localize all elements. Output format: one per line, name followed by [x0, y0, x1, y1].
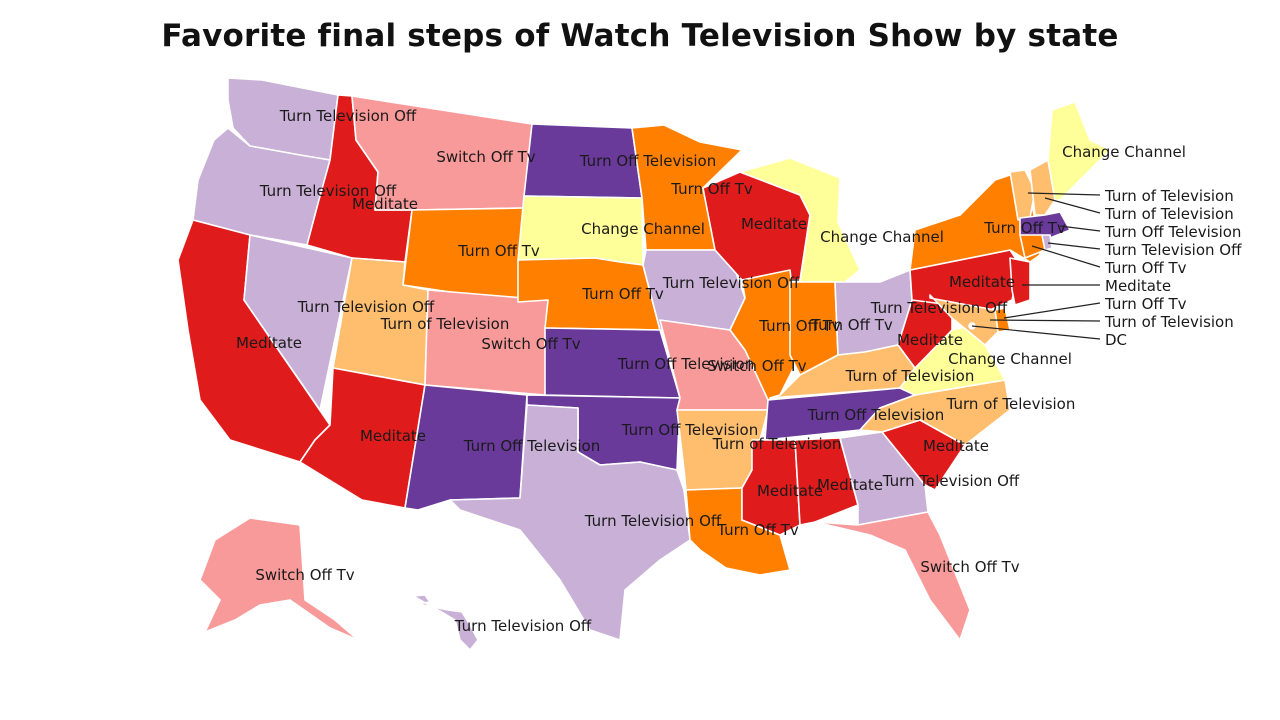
labels-layer: Turn Television Off Turn Television Off …	[236, 107, 1242, 635]
state-label-TN: Turn Off Television	[807, 406, 944, 424]
state-label-GA: Turn Television Off	[882, 472, 1020, 490]
state-label-NY: Turn Off Tv	[983, 219, 1066, 237]
state-label-RI: Turn Television Off	[1104, 241, 1242, 259]
state-label-NC: Turn of Television	[946, 395, 1076, 413]
state-label-ID: Meditate	[352, 195, 418, 213]
leader-lines	[971, 192, 1101, 340]
state-label-OR: Turn Television Off	[259, 182, 397, 200]
map-title: Favorite final steps of Watch Television…	[161, 18, 1119, 54]
state-label-MI: Change Channel	[820, 228, 944, 246]
state-label-AZ: Meditate	[360, 427, 426, 445]
state-label-VA: Change Channel	[948, 350, 1072, 368]
state-label-DC: DC	[1105, 331, 1127, 349]
state-HI	[412, 594, 479, 651]
state-label-KY: Turn of Television	[845, 367, 975, 385]
state-ME	[1047, 101, 1111, 201]
state-label-NH: Turn of Television	[1104, 205, 1234, 223]
leader-line-DE	[1003, 302, 1101, 319]
state-label-WY: Turn Off Tv	[457, 242, 540, 260]
state-label-TX: Turn Television Off	[584, 512, 722, 530]
state-MD	[929, 294, 999, 346]
state-label-MN: Turn Off Tv	[670, 180, 753, 198]
state-label-CA: Meditate	[236, 334, 302, 352]
state-label-SD: Change Channel	[581, 220, 705, 238]
state-NV	[243, 234, 353, 411]
state-label-MA: Turn Off Television	[1104, 223, 1241, 241]
state-label-NM: Turn Off Television	[463, 437, 600, 455]
state-label-IL: Turn Off Tv	[758, 317, 841, 335]
state-OR	[192, 127, 331, 246]
state-TX	[449, 404, 691, 641]
state-NC	[859, 379, 1011, 446]
state-AK	[199, 517, 359, 641]
state-label-NE: Turn Off Tv	[581, 285, 664, 303]
leader-line-VT	[1027, 192, 1101, 196]
leader-line-DC	[971, 325, 1101, 340]
state-label-AL: Meditate	[817, 476, 883, 494]
leader-line-MD	[989, 319, 1101, 322]
state-label-CO: Switch Off Tv	[481, 335, 580, 353]
state-label-VT: Turn of Television	[1104, 187, 1234, 205]
state-label-UT: Turn of Television	[380, 315, 510, 333]
leader-line-RI	[1047, 242, 1101, 250]
state-label-IA: Turn Television Off	[662, 274, 800, 292]
state-label-KS: Turn Off Television	[617, 355, 754, 373]
state-label-OH: Turn Television Off	[870, 299, 1008, 317]
state-VT	[1009, 169, 1036, 221]
state-NH	[1029, 159, 1056, 216]
state-label-MT: Switch Off Tv	[436, 148, 535, 166]
leader-line-NH	[1044, 197, 1101, 214]
state-label-AK: Switch Off Tv	[255, 566, 354, 584]
state-label-WA: Turn Television Off	[279, 107, 417, 125]
state-NJ	[1009, 257, 1031, 306]
state-label-AR: Turn of Television	[712, 435, 842, 453]
state-label-HI: Turn Television Off	[454, 617, 592, 635]
state-label-MD: Turn of Television	[1104, 313, 1234, 331]
state-label-FL: Switch Off Tv	[920, 558, 1019, 576]
state-RI	[1041, 234, 1053, 251]
state-MI	[739, 157, 861, 283]
state-label-MS: Meditate	[757, 482, 823, 500]
state-label-WV: Meditate	[897, 331, 963, 349]
state-label-LA: Turn Off Tv	[716, 521, 799, 539]
state-AL	[794, 437, 859, 526]
state-label-DE: Turn Off Tv	[1104, 295, 1187, 313]
state-label-ME: Change Channel	[1062, 143, 1186, 161]
state-label-OK: Turn Off Television	[621, 421, 758, 439]
states-layer	[177, 77, 1111, 651]
leader-line-CT	[1031, 245, 1101, 268]
state-label-ND: Turn Off Television	[579, 152, 716, 170]
state-FL	[814, 511, 971, 641]
leader-line-MA	[1059, 225, 1101, 232]
state-label-CT: Turn Off Tv	[1104, 259, 1187, 277]
state-label-MO: Switch Off Tv	[707, 357, 806, 375]
state-label-PA: Meditate	[949, 273, 1015, 291]
state-label-WI: Meditate	[741, 215, 807, 233]
state-label-IN: Turn Off Tv	[810, 316, 893, 334]
state-label-SC: Meditate	[923, 437, 989, 455]
state-label-NJ: Meditate	[1105, 277, 1171, 295]
state-label-NV: Turn Television Off	[297, 298, 435, 316]
